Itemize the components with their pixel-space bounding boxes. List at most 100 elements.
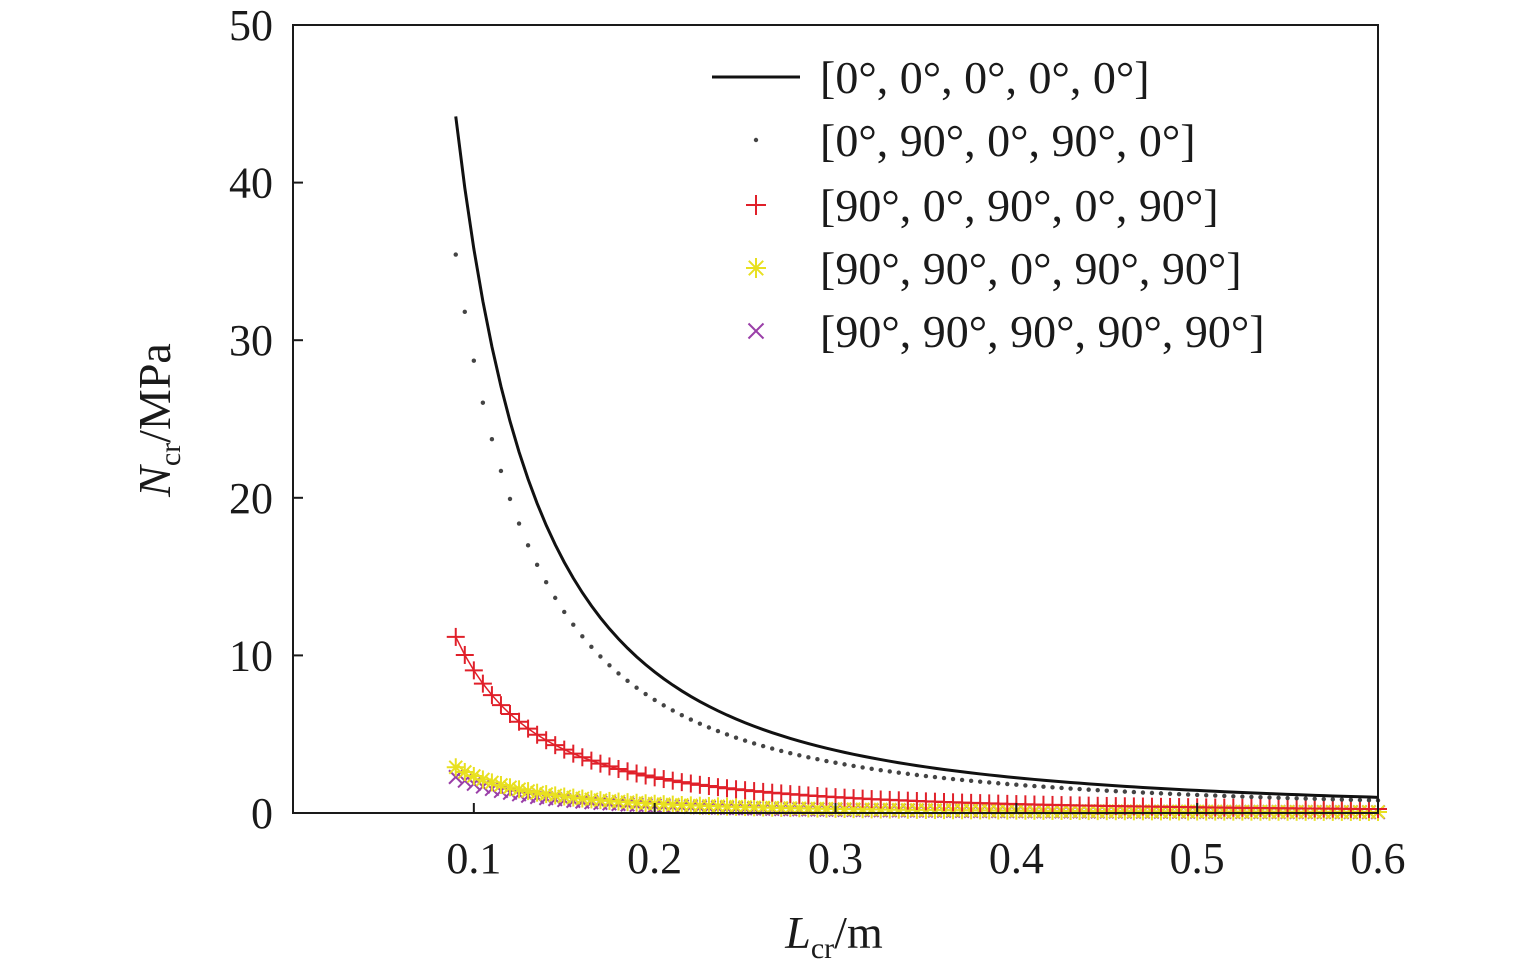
data-point [842,762,847,767]
data-point [1249,794,1254,800]
data-point [869,766,874,772]
data-point [663,771,682,790]
data-point [564,744,583,763]
data-point [905,771,911,777]
x-tick-label: 0.4 [989,834,1044,883]
data-point [1240,794,1245,799]
data-point [914,772,920,778]
data-point [546,786,565,805]
data-point [453,252,458,257]
data-point [1339,797,1345,802]
data-point [609,759,628,778]
y-axis-label-sub: cr [154,443,187,466]
data-point [833,760,838,765]
x-tick-label: 0.2 [627,834,682,883]
data-point [959,777,965,783]
data-point [932,774,938,780]
data-point [616,671,621,676]
data-point [600,757,619,776]
data-point [896,770,901,775]
data-point [1357,797,1363,803]
data-point [580,634,585,639]
data-point [636,766,655,785]
data-point [779,748,784,754]
data-point [1231,794,1236,799]
data-point [708,778,727,797]
data-point [618,762,637,781]
legend-swatch [746,258,766,278]
data-point [480,400,486,405]
legend-label: [0°, 90°, 0°, 90°, 0°] [820,115,1196,166]
data-point [555,740,574,759]
data-point [573,748,592,767]
legend-label: [90°, 90°, 0°, 90°, 90°] [820,243,1242,294]
data-point [645,768,664,787]
data-point [742,738,748,743]
data-point [553,595,558,601]
data-point [1285,795,1290,801]
data-point [950,776,956,782]
data-point [977,779,983,784]
data-point [1258,794,1263,800]
data-point [1104,788,1109,793]
data-point [528,725,547,744]
series-2 [453,252,1381,803]
data-point [941,775,947,781]
plot-marks [446,116,1387,821]
legend-item: [90°, 0°, 90°, 0°, 90°] [746,180,1219,231]
data-point [464,661,483,680]
data-point [887,769,892,774]
data-point [498,468,504,474]
data-point [1222,793,1227,799]
data-point [690,775,709,794]
data-point [482,773,501,792]
y-tick-label: 40 [229,159,273,208]
series-3 [446,627,1387,819]
x-axis-label-main: L [784,907,811,958]
data-point [534,562,540,568]
data-point [806,755,811,760]
data-point [1321,796,1326,802]
data-point [706,725,712,730]
data-point [625,678,630,684]
data-point [1023,783,1028,788]
data-point [860,765,865,770]
data-point [473,674,492,693]
x-tick-label: 0.6 [1351,834,1406,883]
data-point [923,773,929,779]
legend-swatch [747,322,765,340]
legend: [0°, 0°, 0°, 0°, 0°] [0°, 90°, 0°, 90°, 0… [712,52,1265,357]
y-tick-label: 50 [229,1,273,50]
data-point [697,721,703,726]
data-point [537,785,556,804]
data-point [1176,791,1182,797]
data-point [482,686,501,705]
data-point [446,758,465,777]
data-point [1032,783,1037,789]
data-point [718,779,736,798]
x-tick-label: 0.3 [808,834,863,883]
data-point [851,763,856,769]
data-point [546,736,565,755]
data-point [1131,789,1137,795]
legend-item: [0°, 90°, 0°, 90°, 0°] [753,115,1196,166]
data-point [1194,792,1200,798]
data-point [591,754,610,773]
data-point [1213,793,1218,798]
data-point [788,750,793,756]
data-point [589,644,594,650]
legend-label: [90°, 0°, 90°, 0°, 90°] [820,180,1219,231]
data-point [688,717,694,722]
data-point [501,704,519,723]
y-axis-label: Ncr/MPa [129,343,187,498]
data-point [516,521,522,526]
legend-label: [0°, 0°, 0°, 0°, 0°] [820,52,1150,103]
data-point [491,775,510,794]
data-point [824,758,829,764]
data-point [489,436,495,442]
data-point [462,309,467,315]
data-point [681,774,700,793]
data-point [519,719,538,738]
series-1 [454,116,1379,799]
